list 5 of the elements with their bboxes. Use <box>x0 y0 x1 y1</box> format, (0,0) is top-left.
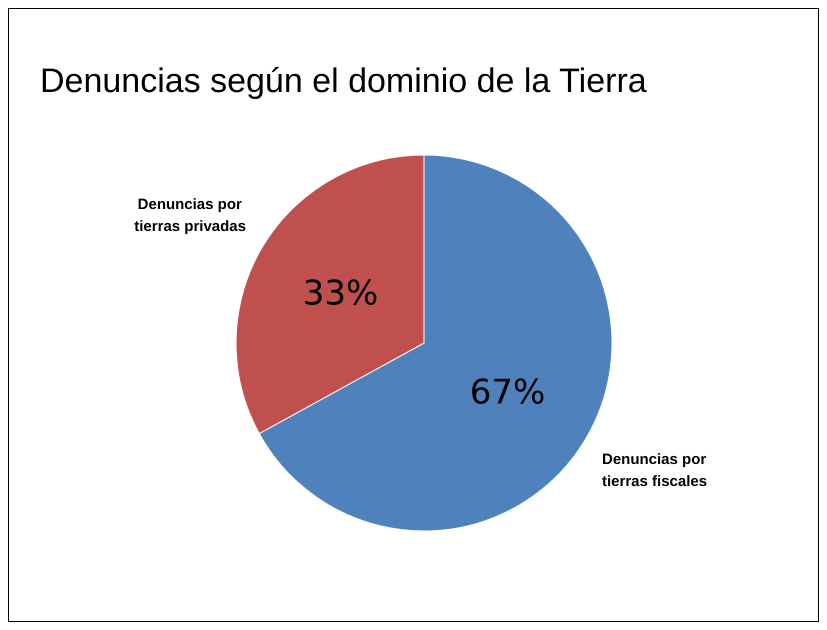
chart-title: Denuncias según el dominio de la Tierra <box>40 62 647 100</box>
data-label: 67% <box>470 372 546 412</box>
slice-label: Denuncias por tierras privadas <box>134 196 246 236</box>
data-label: 33% <box>302 274 378 314</box>
slice-label: Denuncias por tierras fiscales <box>602 450 710 490</box>
